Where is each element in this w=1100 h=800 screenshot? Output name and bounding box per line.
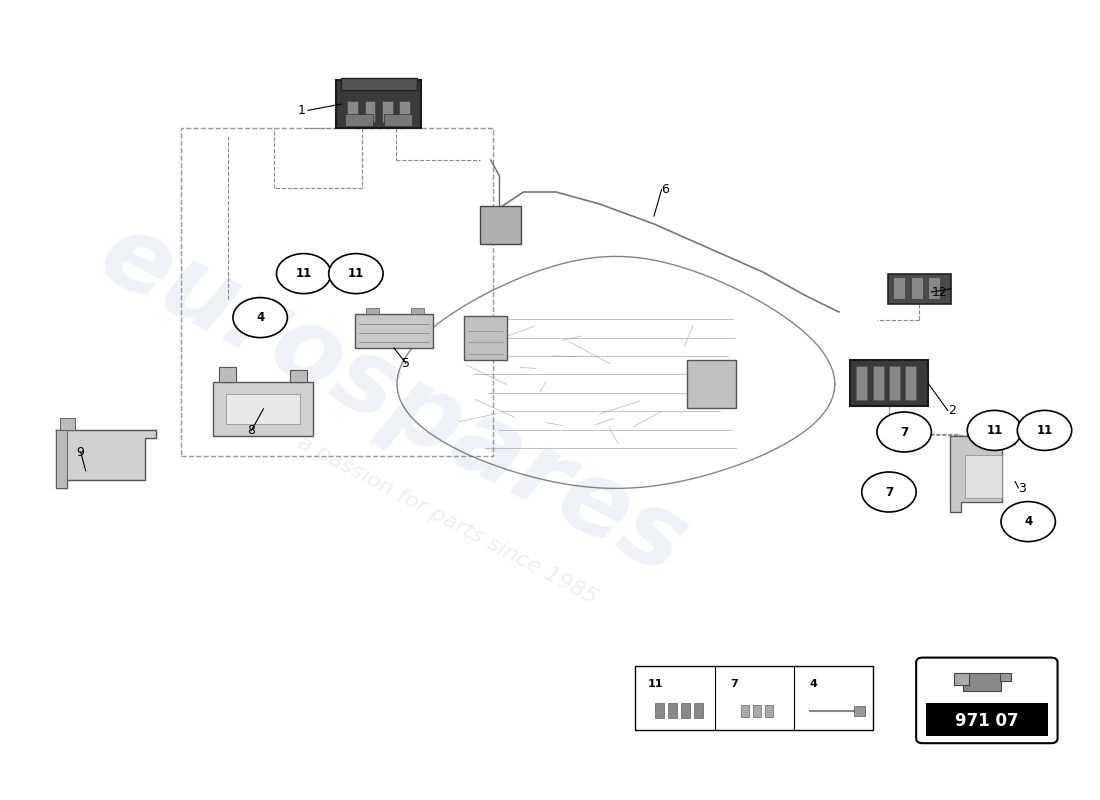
Text: 11: 11 xyxy=(987,424,1002,437)
Circle shape xyxy=(1018,410,1071,450)
Bar xyxy=(399,101,410,122)
Bar xyxy=(856,366,867,400)
Bar xyxy=(341,78,417,90)
FancyBboxPatch shape xyxy=(888,274,952,304)
Bar xyxy=(912,278,923,299)
Bar xyxy=(872,366,883,400)
Bar xyxy=(930,278,940,299)
FancyBboxPatch shape xyxy=(355,314,433,348)
Polygon shape xyxy=(950,436,1015,512)
Text: 3: 3 xyxy=(1019,482,1026,494)
Bar xyxy=(56,430,66,488)
Text: 7: 7 xyxy=(900,426,909,438)
Circle shape xyxy=(1001,502,1055,542)
Text: 11: 11 xyxy=(648,679,663,690)
Polygon shape xyxy=(56,430,156,488)
FancyBboxPatch shape xyxy=(850,360,928,406)
Text: 9: 9 xyxy=(77,446,85,458)
FancyBboxPatch shape xyxy=(480,206,521,244)
Bar xyxy=(365,308,378,314)
Bar xyxy=(752,705,761,717)
Bar xyxy=(889,366,900,400)
Bar xyxy=(213,382,314,436)
Bar xyxy=(694,703,703,718)
Text: 11: 11 xyxy=(296,267,311,280)
Text: a passion for parts since 1985: a passion for parts since 1985 xyxy=(294,432,601,608)
Text: 7: 7 xyxy=(730,679,738,690)
Bar xyxy=(764,705,773,717)
Text: 11: 11 xyxy=(348,267,364,280)
Text: 8: 8 xyxy=(248,424,255,437)
Text: 1: 1 xyxy=(298,104,306,117)
Circle shape xyxy=(276,254,331,294)
Text: 5: 5 xyxy=(402,357,410,370)
Text: 6: 6 xyxy=(661,183,670,196)
Text: 12: 12 xyxy=(932,286,947,298)
Bar xyxy=(180,128,493,456)
Bar xyxy=(654,703,663,718)
Text: 971 07: 971 07 xyxy=(955,712,1019,730)
Circle shape xyxy=(233,298,287,338)
Bar xyxy=(382,101,393,122)
Bar xyxy=(855,706,866,716)
FancyBboxPatch shape xyxy=(463,316,507,360)
FancyBboxPatch shape xyxy=(686,360,736,408)
Text: 11: 11 xyxy=(1036,424,1053,437)
Bar xyxy=(411,308,425,314)
Bar xyxy=(364,101,375,122)
Bar xyxy=(926,703,1048,736)
Circle shape xyxy=(967,410,1022,450)
Text: 4: 4 xyxy=(1024,515,1032,528)
Text: 4: 4 xyxy=(256,311,264,324)
Bar xyxy=(965,455,1002,498)
FancyBboxPatch shape xyxy=(337,80,421,128)
FancyBboxPatch shape xyxy=(916,658,1057,743)
Bar xyxy=(1000,674,1011,682)
Circle shape xyxy=(861,472,916,512)
Text: eurospares: eurospares xyxy=(82,203,703,597)
Bar xyxy=(962,674,1001,691)
Bar xyxy=(681,703,690,718)
Circle shape xyxy=(329,254,383,294)
Text: 2: 2 xyxy=(948,404,956,417)
Bar xyxy=(954,674,969,685)
Bar xyxy=(636,666,872,730)
Bar xyxy=(289,370,307,382)
Bar xyxy=(905,366,916,400)
Bar xyxy=(345,114,373,126)
Bar xyxy=(348,101,359,122)
Bar xyxy=(740,705,749,717)
Bar xyxy=(60,418,75,430)
Circle shape xyxy=(877,412,932,452)
Bar xyxy=(894,278,905,299)
Bar xyxy=(219,367,236,382)
Bar xyxy=(668,703,676,718)
Bar xyxy=(227,394,300,424)
Text: 7: 7 xyxy=(884,486,893,498)
Text: 4: 4 xyxy=(810,679,817,690)
Bar xyxy=(384,114,412,126)
